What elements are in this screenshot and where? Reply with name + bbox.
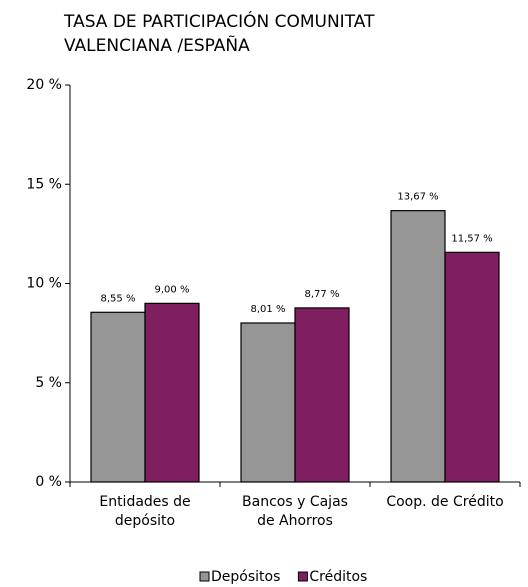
- value-label: 8,77 %: [305, 289, 340, 300]
- bar: [144, 302, 200, 483]
- x-tick-label: Coop. de Crédito: [386, 494, 503, 510]
- bar: [444, 251, 500, 483]
- y-tick-label: 15 %: [26, 176, 62, 192]
- legend-label: Depósitos: [211, 569, 280, 585]
- value-label: 8,55 %: [101, 293, 136, 304]
- bar: [90, 311, 146, 483]
- legend-swatch: [199, 571, 210, 582]
- value-label: 9,00 %: [155, 284, 190, 295]
- value-label: 8,01 %: [251, 304, 286, 315]
- y-tick-label: 0 %: [35, 474, 62, 490]
- x-tick-label: Entidades de: [99, 494, 190, 510]
- y-tick-label: 10 %: [26, 276, 62, 292]
- legend-label: Créditos: [309, 569, 367, 585]
- x-tick-label: Bancos y Cajas: [242, 494, 348, 510]
- chart-title: TASA DE PARTICIPACIÓN COMUNITAT: [63, 10, 375, 32]
- chart-title: VALENCIANA /ESPAÑA: [64, 34, 250, 56]
- bar: [240, 322, 296, 483]
- x-tick-label: depósito: [115, 513, 175, 529]
- bar: [390, 210, 446, 483]
- value-label: 11,57 %: [451, 233, 492, 244]
- x-tick-label: de Ahorros: [257, 513, 333, 529]
- y-tick-label: 5 %: [35, 375, 62, 391]
- legend-swatch: [297, 571, 308, 582]
- value-label: 13,67 %: [397, 192, 438, 203]
- bar: [294, 307, 350, 483]
- y-tick-label: 20 %: [26, 77, 62, 93]
